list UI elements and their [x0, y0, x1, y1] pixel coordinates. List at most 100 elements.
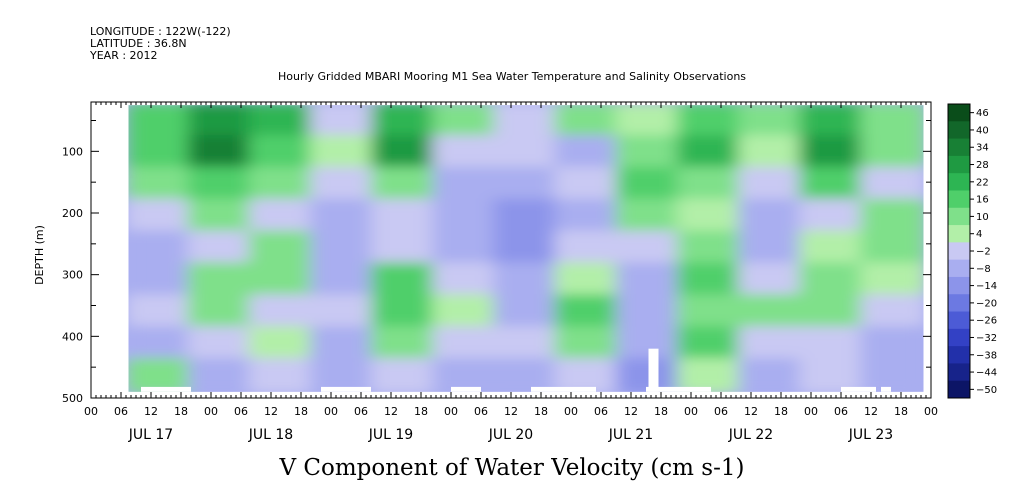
colorbar-swatch [948, 294, 970, 313]
colorbar-label: −38 [976, 350, 997, 361]
colorbar-label: 28 [976, 160, 989, 171]
heatmap-cell [187, 198, 253, 235]
heatmap-cell [493, 230, 559, 267]
heatmap-cell [615, 166, 681, 203]
data-gap [656, 386, 711, 392]
data-gap [881, 386, 891, 392]
colorbar-swatch [948, 104, 970, 122]
heatmap-cell [248, 357, 314, 392]
x-tick-label: 18 [414, 405, 428, 418]
heatmap-cell [187, 357, 253, 392]
heatmap-cell [554, 198, 620, 235]
colorbar-swatch [948, 380, 970, 399]
heatmap-cell [128, 357, 192, 392]
heatmap-cell [309, 166, 376, 203]
x-tick-label: 06 [474, 405, 488, 418]
colorbar-swatch [948, 190, 970, 209]
heatmap-cell [432, 326, 498, 362]
heatmap-cell [371, 166, 437, 203]
heatmap-cell [309, 294, 376, 331]
data-gap [531, 386, 596, 392]
data-gaps [141, 348, 891, 392]
heatmap-cell [860, 326, 924, 362]
heatmap-cell [128, 134, 192, 171]
plot-area: 00 06 12 18 00 06 12 18 00 06 12 18 00 06 12 18 00 06 12 18… [62, 101, 938, 443]
colorbar-swatch [948, 121, 970, 140]
heatmap-cell [187, 134, 253, 171]
colorbar-swatch [948, 155, 970, 174]
heatmap-cell [432, 134, 498, 171]
colorbar-label: −20 [976, 298, 997, 309]
x-tick-label: 00 [804, 405, 818, 418]
heatmap-cell [493, 294, 559, 331]
heatmap-cell [432, 105, 498, 139]
heatmap-cell [371, 230, 437, 267]
heatmap-cell [248, 326, 314, 362]
heatmap-cell [676, 105, 743, 139]
colorbar-swatch [948, 173, 970, 191]
heatmap-field [128, 105, 924, 392]
colorbar-label: −8 [976, 264, 991, 275]
colorbar-label: −2 [976, 247, 991, 258]
colorbar-swatch [948, 138, 970, 157]
heatmap-cell [248, 294, 314, 331]
heatmap-cell [676, 230, 743, 267]
y-tick-label: 300 [62, 269, 83, 282]
heatmap-cell [493, 198, 559, 235]
heatmap-cell [432, 262, 498, 299]
colorbar-label: −32 [976, 333, 997, 344]
heatmap-cell [371, 294, 437, 331]
colorbar-swatch [948, 311, 970, 330]
x-tick-label: 00 [684, 405, 698, 418]
heatmap-cell [493, 134, 559, 171]
colorbar-label: 46 [976, 108, 989, 119]
heatmap-cell [187, 262, 253, 299]
x-axis-label: V Component of Water Velocity (cm s-1) [279, 455, 745, 481]
heatmap-cell [554, 105, 620, 139]
data-gap [451, 386, 481, 392]
heatmap-cell [128, 198, 192, 235]
heatmap-cell [676, 294, 743, 331]
heatmap-cell [371, 326, 437, 362]
heatmap-cell [860, 166, 924, 203]
heatmap-cell [615, 230, 681, 267]
heatmap-cell [860, 134, 924, 171]
heatmap-cell [493, 166, 559, 203]
x-tick-label: 06 [114, 405, 128, 418]
y-axis-ticks: 100 200 300 400 500 [62, 120, 931, 405]
colorbar-swatch [948, 207, 970, 226]
heatmap-cell [615, 134, 681, 171]
heatmap-cell [128, 262, 192, 299]
heatmap-cell [738, 262, 804, 299]
y-tick-label: 400 [62, 330, 83, 343]
heatmap-cell [554, 357, 620, 392]
heatmap-cell [432, 294, 498, 331]
heatmap-cell [248, 198, 314, 235]
heatmap-cell [248, 105, 314, 139]
chart-title: Hourly Gridded MBARI Mooring M1 Sea Wate… [278, 70, 746, 83]
colorbar-swatch [948, 328, 970, 347]
x-tick-label: 12 [864, 405, 878, 418]
heatmap-cell [554, 166, 620, 203]
heatmap-cells [128, 105, 924, 392]
heatmap-cell [187, 326, 253, 362]
heatmap-cell [738, 198, 804, 235]
heatmap-cell [738, 230, 804, 267]
heatmap-cell [248, 166, 314, 203]
heatmap-cell [309, 134, 376, 171]
data-gap [841, 386, 876, 392]
heatmap-cell [432, 166, 498, 203]
heatmap-cell [615, 326, 681, 362]
heatmap-cell [615, 198, 681, 235]
heatmap-cell [187, 105, 253, 139]
heatmap-cell [615, 294, 681, 331]
colorbar-label: 22 [976, 177, 989, 188]
colorbar: 46 40 34 28 22 16 10 4 −2 −8 −14 −20 −26 −32 −38 −44 −50 [947, 103, 997, 399]
x-axis-ticks: 00 06 12 18 00 06 12 18 00 06 12 18 00 06 12 18 00 06 12 18… [84, 102, 938, 443]
y-axis-label: DEPTH (m) [33, 225, 46, 285]
heatmap-cell [432, 198, 498, 235]
x-date-label: JUL 22 [728, 427, 773, 443]
colorbar-label: −14 [976, 281, 997, 292]
heatmap-cell [493, 105, 559, 139]
heatmap-cell [248, 262, 314, 299]
